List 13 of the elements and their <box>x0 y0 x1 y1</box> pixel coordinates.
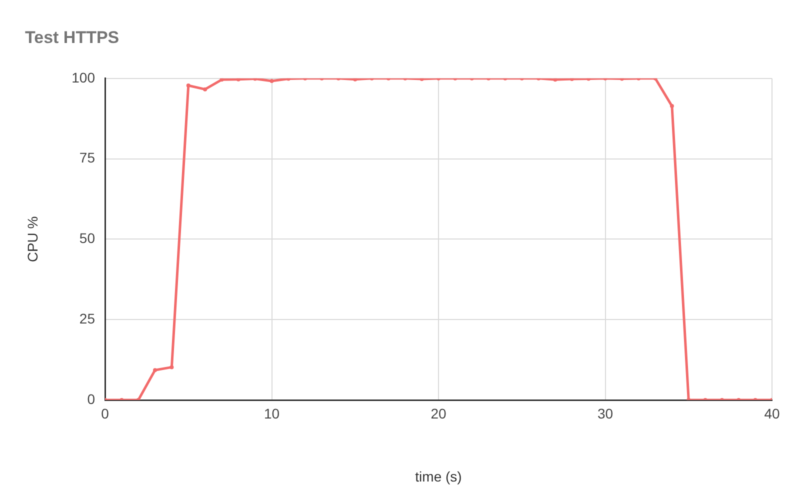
x-tick-label: 20 <box>430 405 446 422</box>
y-tick-label: 0 <box>87 390 96 407</box>
y-axis-title: CPU % <box>24 216 40 262</box>
x-tick-label: 40 <box>764 405 780 422</box>
y-tick-label: 75 <box>79 150 96 166</box>
chart-title: Test HTTPS <box>25 28 120 47</box>
x-tick-label: 0 <box>101 405 110 422</box>
x-axis-title: time (s) <box>415 468 462 484</box>
y-tick-label: 50 <box>79 230 96 246</box>
y-tick-label: 25 <box>79 310 96 326</box>
y-tick-label: 100 <box>72 69 96 86</box>
x-tick-label: 10 <box>264 405 280 422</box>
x-tick-label: 30 <box>597 405 614 422</box>
